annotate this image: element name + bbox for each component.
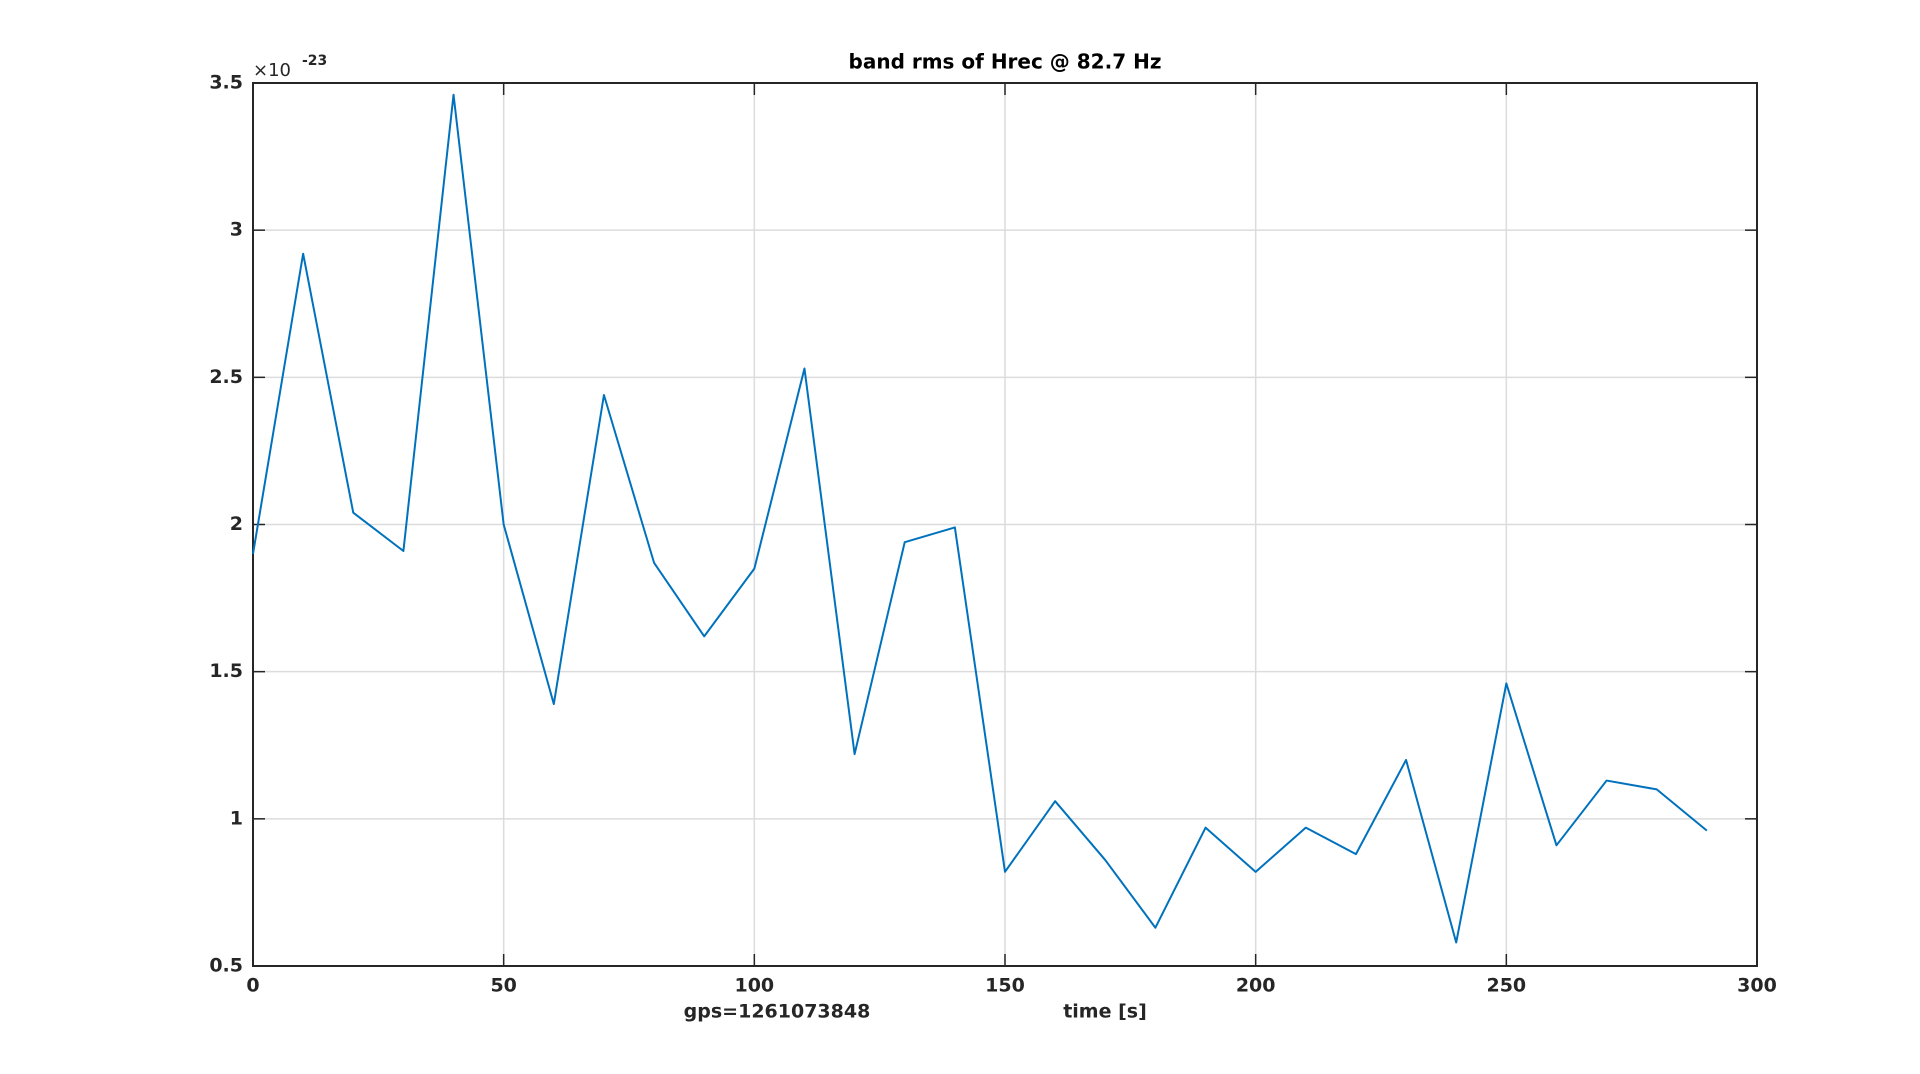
y-tick-label: 3.5 <box>209 72 243 94</box>
x-tick-label: 150 <box>985 975 1025 997</box>
y-tick-label: 1.5 <box>209 660 243 682</box>
plot-frame <box>252 82 1758 967</box>
x-tick-label: 0 <box>246 975 259 997</box>
x-axis-label: time [s] <box>1063 1001 1147 1023</box>
x-tick-label: 300 <box>1737 975 1777 997</box>
y-tick-label: 1 <box>230 807 243 829</box>
y-tick-label: 2.5 <box>209 366 243 388</box>
x-tick-label: 50 <box>490 975 516 997</box>
y-multiplier-exponent: -23 <box>302 53 327 69</box>
x-tick-label: 200 <box>1236 975 1276 997</box>
data-line <box>252 93 1708 944</box>
y-tick-label: 2 <box>230 513 243 535</box>
chart-title: band rms of Hrec @ 82.7 Hz <box>849 50 1162 74</box>
y-tick-label: 3 <box>230 219 243 241</box>
annotation: gps=1261073848 <box>684 1001 871 1023</box>
y-multiplier: ×10 <box>253 60 291 81</box>
y-tick-label: 0.5 <box>209 955 243 977</box>
x-tick-label: 100 <box>734 975 774 997</box>
x-tick-label: 250 <box>1486 975 1526 997</box>
